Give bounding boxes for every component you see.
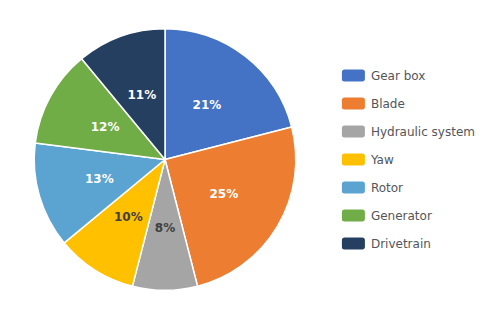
- svg-text:Rotor: Rotor: [371, 181, 403, 195]
- svg-text:13%: 13%: [85, 172, 114, 186]
- svg-text:Blade: Blade: [371, 97, 405, 111]
- svg-text:11%: 11%: [127, 88, 156, 102]
- svg-text:21%: 21%: [193, 98, 222, 112]
- svg-text:Drivetrain: Drivetrain: [371, 237, 431, 251]
- svg-text:Yaw: Yaw: [370, 153, 394, 167]
- svg-text:25%: 25%: [210, 187, 239, 201]
- svg-text:12%: 12%: [91, 120, 120, 134]
- svg-text:10%: 10%: [114, 210, 143, 224]
- svg-text:Gear box: Gear box: [371, 69, 425, 83]
- svg-text:Hydraulic system: Hydraulic system: [371, 125, 475, 139]
- svg-text:8%: 8%: [155, 221, 175, 235]
- svg-text:Generator: Generator: [371, 209, 432, 223]
